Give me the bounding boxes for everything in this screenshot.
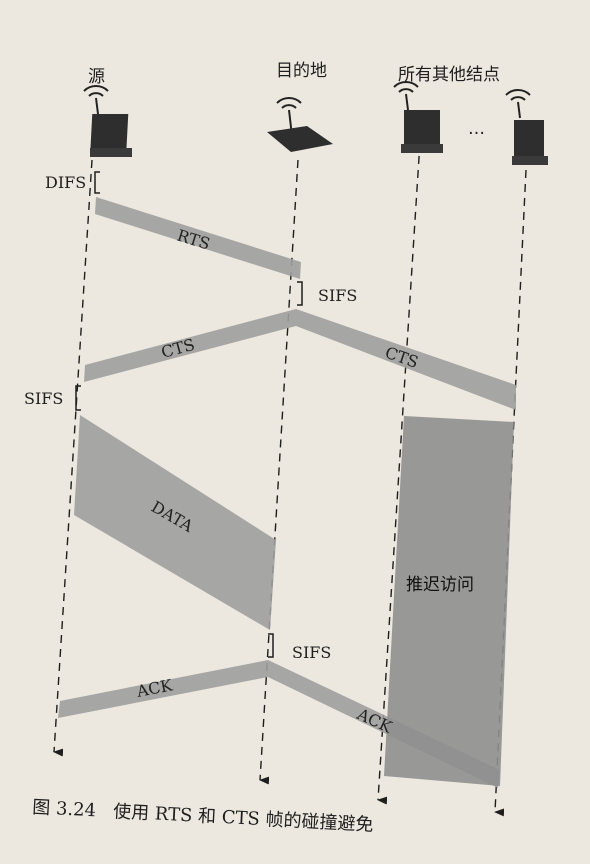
- other-station-icon-2: [505, 89, 548, 165]
- more-nodes-ellipsis: …: [468, 119, 485, 139]
- difs-bracket: [94, 171, 100, 194]
- sifs-label-3: SIFS: [292, 643, 331, 662]
- cts-frame-label-others: CTS: [383, 343, 421, 372]
- destination-station-icon: [267, 97, 333, 152]
- other-station-icon-1: [393, 81, 443, 153]
- rts-frame-label: RTS: [175, 226, 213, 254]
- data-frame-band: [74, 415, 276, 630]
- defer-access-region: [384, 416, 514, 786]
- figure-caption: 图 3.24 使用 RTS 和 CTS 帧的碰撞避免: [32, 797, 374, 836]
- sifs-label-1: SIFS: [318, 286, 357, 305]
- source-label: 源: [88, 67, 105, 87]
- defer-access-label: 推迟访问: [406, 575, 474, 595]
- sifs-bracket-destination-1: [297, 281, 303, 306]
- source-timeline: [53, 159, 93, 757]
- sifs-label-2: SIFS: [24, 389, 63, 408]
- ack-frame-band-to-source: [58, 660, 268, 718]
- source-station-icon: [83, 85, 132, 157]
- cts-frame-label-source: CTS: [159, 335, 197, 362]
- cts-frame-band-to-source: [84, 309, 296, 382]
- destination-label: 目的地: [276, 61, 327, 81]
- other-node-timeline-1: [377, 141, 421, 805]
- cts-frame-band-to-others: [296, 309, 516, 410]
- other-nodes-label: 所有其他结点: [398, 65, 500, 85]
- rts-frame-band: [95, 197, 301, 279]
- sifs-bracket-source: [75, 385, 81, 411]
- difs-label: DIFS: [45, 173, 86, 192]
- ack-frame-label-source: ACK: [134, 675, 175, 701]
- sifs-bracket-destination-2: [268, 633, 274, 658]
